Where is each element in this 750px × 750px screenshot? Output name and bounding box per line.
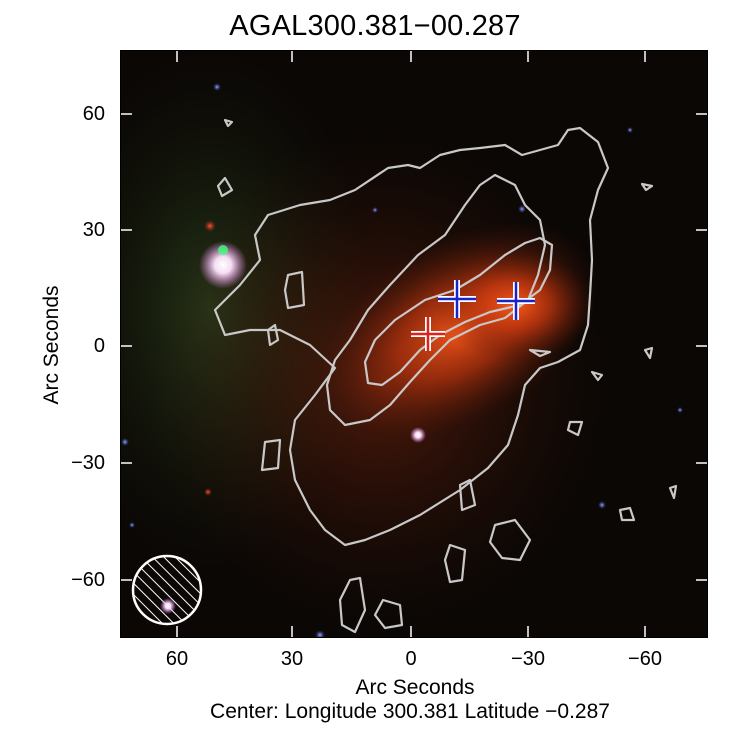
contour-small xyxy=(640,182,654,192)
contour-small xyxy=(488,518,532,562)
y-tick-label: −30 xyxy=(71,452,105,474)
contour-small xyxy=(590,370,604,382)
blue-star xyxy=(627,127,633,133)
y-tick-label: 30 xyxy=(82,219,105,241)
beam-hatched-circle-icon xyxy=(131,554,203,626)
x-tick-label: −60 xyxy=(628,648,662,670)
blue-star xyxy=(518,205,526,213)
contour-middle xyxy=(325,173,547,427)
red-star xyxy=(204,488,212,496)
x-tick-label: −30 xyxy=(511,648,545,670)
y-tick-label: −60 xyxy=(71,569,105,591)
blue-star xyxy=(315,630,325,638)
red-cross-marker xyxy=(411,317,445,351)
y-tick-label: 0 xyxy=(93,335,105,357)
blue-star xyxy=(677,407,683,413)
contour-outer xyxy=(213,126,610,547)
image-plot xyxy=(120,50,708,638)
contour-small xyxy=(283,270,306,310)
contour-small xyxy=(373,598,404,630)
blue-star xyxy=(213,83,221,91)
plot-frame xyxy=(120,50,708,638)
sky-image xyxy=(120,50,708,638)
contour-small xyxy=(643,346,654,360)
x-axis-label: Arc Seconds xyxy=(355,676,475,699)
contour-small xyxy=(458,478,477,512)
contour-small xyxy=(338,576,367,634)
axis-ticks xyxy=(120,50,708,638)
page-title: AGAL300.381−00.287 xyxy=(229,10,521,42)
contour-small xyxy=(528,348,552,358)
y-axis-label: Arc Seconds xyxy=(40,285,63,405)
contour-inner xyxy=(363,236,554,387)
faint-star xyxy=(410,427,426,443)
blue-cross-marker xyxy=(438,280,476,318)
x-tick-label: 0 xyxy=(405,648,417,670)
blue-star xyxy=(121,438,129,446)
contour-lines xyxy=(213,118,678,634)
x-tick-label: 60 xyxy=(165,648,189,670)
contour-small xyxy=(223,118,234,128)
green-star xyxy=(218,245,228,255)
contour-small xyxy=(216,176,234,198)
contour-small xyxy=(260,438,282,472)
blue-star xyxy=(598,501,606,509)
blue-star xyxy=(372,207,378,213)
red-star xyxy=(204,220,216,232)
contour-small xyxy=(266,323,280,347)
center-coordinates-caption: Center: Longitude 300.381 Latitude −0.28… xyxy=(210,700,610,723)
y-tick-label: 60 xyxy=(82,103,105,125)
x-tick-label: 30 xyxy=(280,648,304,670)
contour-small xyxy=(668,484,678,500)
blue-star xyxy=(129,522,135,528)
bright-star xyxy=(199,241,247,289)
blue-cross-marker xyxy=(497,282,535,320)
contour-small xyxy=(443,543,467,584)
contour-small xyxy=(566,420,584,437)
contour-small xyxy=(618,506,636,522)
